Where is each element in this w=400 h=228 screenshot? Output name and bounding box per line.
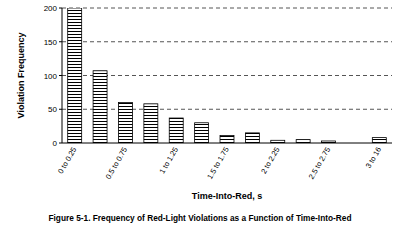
bar — [220, 136, 234, 143]
x-tick-label: 1 to 1.25 — [158, 146, 180, 176]
bar — [93, 71, 107, 143]
x-axis-title: Time-Into-Red, s — [192, 191, 262, 201]
grid-line — [62, 109, 392, 110]
bar — [195, 123, 209, 143]
bar — [68, 8, 82, 143]
bars — [68, 8, 387, 143]
grid-line — [62, 75, 392, 76]
y-tick-label: 200 — [44, 4, 58, 13]
x-tick-label: 1.5 to 1.75 — [205, 146, 231, 181]
bar — [144, 104, 158, 143]
x-axis — [62, 143, 392, 144]
x-tick-label: 0 to 0.25 — [56, 146, 78, 176]
bar — [372, 138, 386, 143]
y-axis-title: Violation Frequency — [16, 33, 26, 119]
chart-svg: 0 50 100 150 200 0 to 0.25 0.5 to 0.75 1 to 1.2… — [0, 0, 400, 228]
y-tick-label: 150 — [44, 38, 58, 47]
bar — [296, 140, 310, 143]
grid-line — [62, 41, 392, 42]
caption: Figure 5-1. Frequency of Red-Light Viola… — [48, 213, 351, 223]
y-tick-label: 50 — [48, 105, 57, 114]
grid-line — [62, 8, 392, 9]
x-tick-label: 2.5 to 2.75 — [307, 146, 333, 181]
bar — [245, 133, 259, 143]
bar — [118, 103, 132, 144]
x-tick-label: 0.5 to 0.75 — [104, 146, 130, 181]
y-axis — [62, 8, 63, 143]
x-tick-label: 3 to 16 — [364, 146, 383, 170]
y-tick-label: 0 — [53, 139, 58, 148]
chart-container: 0 50 100 150 200 0 to 0.25 0.5 to 0.75 1 to 1.2… — [0, 0, 400, 228]
bar — [169, 118, 183, 143]
y-tick-label: 100 — [44, 72, 58, 81]
x-tick-label: 2 to 2.25 — [259, 146, 281, 176]
